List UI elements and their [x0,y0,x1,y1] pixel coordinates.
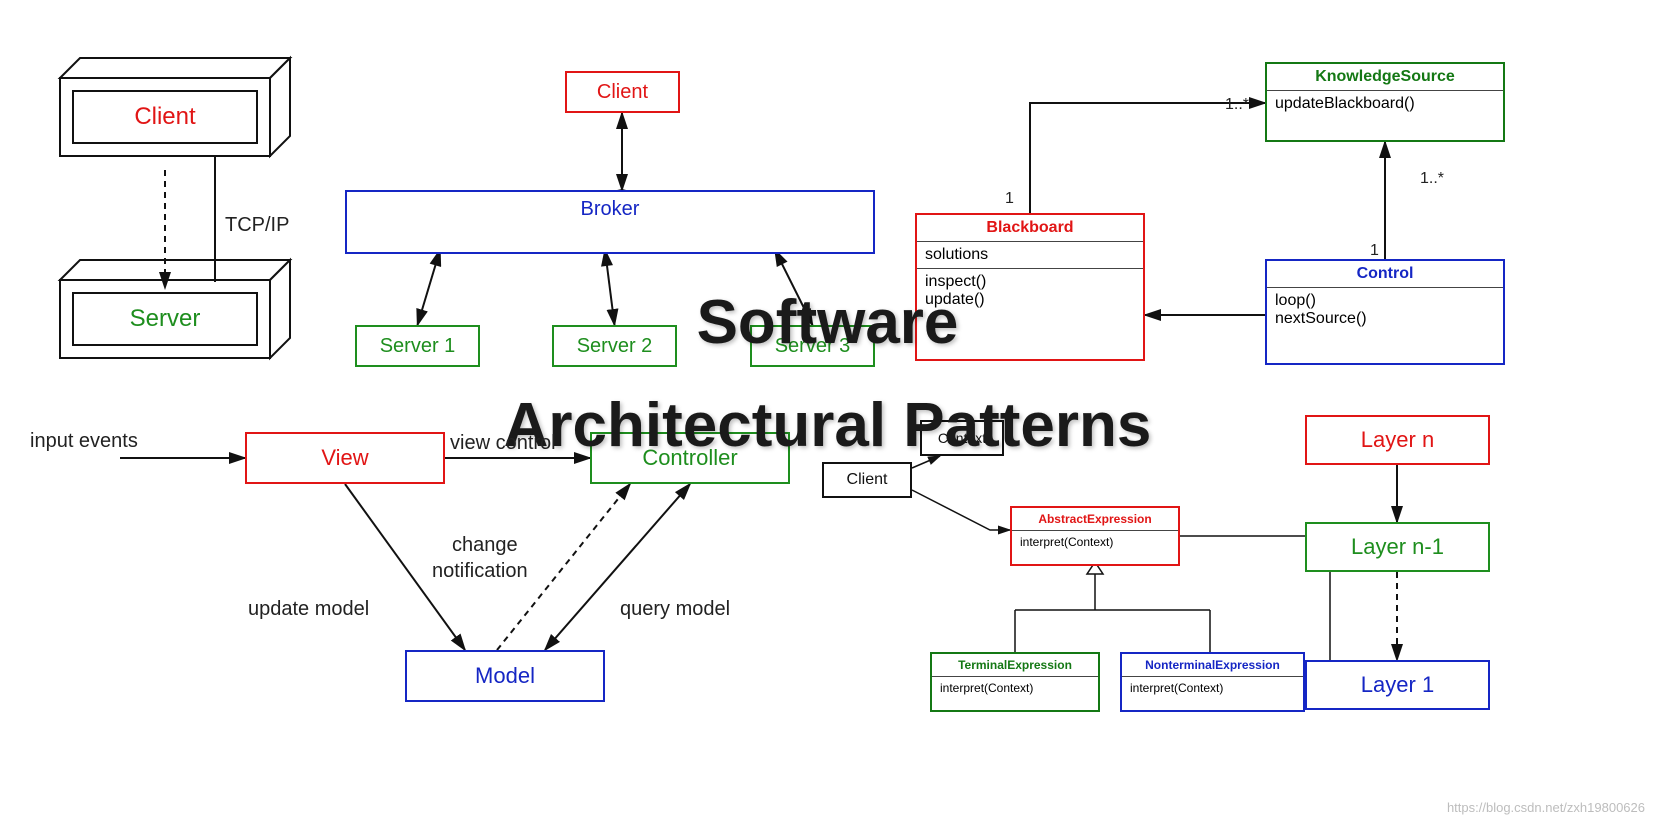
client-box: Client [72,90,258,144]
mvc-model-label: Model [469,661,541,691]
diagram-stage: Client Server TCP/IP Client Broker Serve… [0,0,1655,821]
layer-nm1-box: Layer n-1 [1305,522,1490,572]
mvc-view-label: View [315,443,374,473]
mvc-model-box: Model [405,650,605,702]
broker-label: Broker [575,196,646,223]
blackboard-title: Blackboard [917,215,1143,242]
diagram-annotation: change [452,534,518,557]
layer-1-label: Layer 1 [1355,670,1440,700]
interpreter-context-label: Context [932,428,992,448]
nonterminal-expression-class: NonterminalExpression interpret(Context) [1120,652,1305,712]
diagram-annotation: view control [450,432,556,455]
broker-server-1-label: Server 1 [374,333,462,360]
broker-server-2-label: Server 2 [571,333,659,360]
server-label: Server [124,303,207,335]
broker-client-label: Client [591,79,654,106]
interpreter-context-box: Context [920,420,1004,456]
control-class: Control loop()nextSource() [1265,259,1505,365]
interpreter-client-box: Client [822,462,912,498]
diagram-annotation: 1..* [1225,96,1249,114]
blackboard-ops: inspect()update() [917,269,1143,313]
knowledge-source-op: updateBlackboard() [1267,91,1503,117]
terminal-expression-class: TerminalExpression interpret(Context) [930,652,1100,712]
mvc-view-box: View [245,432,445,484]
blackboard-attr: solutions [917,242,1143,269]
watermark: https://blog.csdn.net/zxh19800626 [1447,800,1645,815]
broker-server-1: Server 1 [355,325,480,367]
abstract-expression-op: interpret(Context) [1012,531,1178,553]
control-title: Control [1267,261,1503,288]
abstract-expression-class: AbstractExpression interpret(Context) [1010,506,1180,566]
server-box: Server [72,292,258,346]
blackboard-class: Blackboard solutions inspect()update() [915,213,1145,361]
interpreter-client-label: Client [841,469,894,491]
diagram-annotation: notification [432,560,528,583]
broker-client-box: Client [565,71,680,113]
broker-server-3: Server 3 [750,325,875,367]
tcp-ip-label: TCP/IP [225,214,289,237]
mvc-controller-label: Controller [636,443,743,473]
layer-n-label: Layer n [1355,425,1440,455]
abstract-expression-title: AbstractExpression [1012,508,1178,531]
broker-server-2: Server 2 [552,325,677,367]
broker-server-3-label: Server 3 [769,333,857,360]
terminal-expression-title: TerminalExpression [932,654,1098,677]
diagram-annotation: 1 [1370,242,1379,260]
nonterminal-expression-title: NonterminalExpression [1122,654,1303,677]
layer-n-box: Layer n [1305,415,1490,465]
nonterminal-expression-op: interpret(Context) [1122,677,1303,699]
terminal-expression-op: interpret(Context) [932,677,1098,699]
diagram-annotation: 1 [1005,190,1014,208]
client-label: Client [128,101,201,133]
broker-box: Broker [345,190,875,254]
diagram-annotation: 1..* [1420,170,1444,188]
input-events-label: input events [30,430,138,453]
diagram-annotation: update model [248,598,369,621]
knowledge-source-title: KnowledgeSource [1267,64,1503,91]
diagram-annotation: query model [620,598,730,621]
mvc-controller-box: Controller [590,432,790,484]
knowledge-source-class: KnowledgeSource updateBlackboard() [1265,62,1505,142]
layer-1-box: Layer 1 [1305,660,1490,710]
layer-nm1-label: Layer n-1 [1345,532,1450,562]
control-ops: loop()nextSource() [1267,288,1503,332]
